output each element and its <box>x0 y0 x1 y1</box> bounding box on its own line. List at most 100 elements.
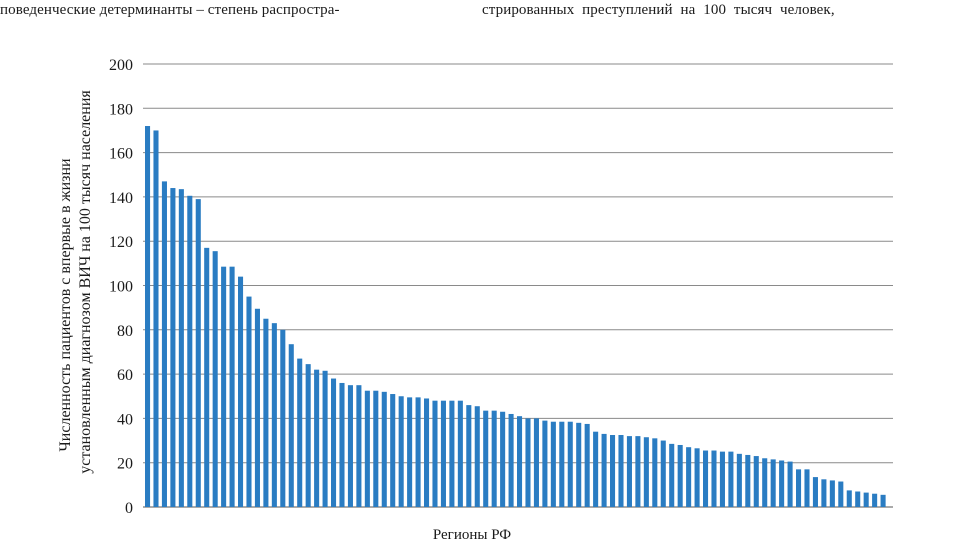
bar <box>415 397 421 507</box>
bar <box>517 416 523 507</box>
bar <box>567 421 573 507</box>
bar <box>643 437 649 507</box>
bar <box>762 458 768 507</box>
bar <box>238 276 244 507</box>
bar <box>550 421 556 507</box>
bar <box>711 450 717 507</box>
bar <box>491 410 497 507</box>
bar <box>424 398 430 507</box>
y-tick-label: 140 <box>109 190 133 207</box>
bar <box>677 444 683 507</box>
bar <box>246 296 252 507</box>
bar <box>229 266 235 507</box>
bar <box>745 454 751 507</box>
bar <box>314 369 320 507</box>
bar <box>373 390 379 507</box>
bar <box>212 251 218 507</box>
bar <box>846 490 852 507</box>
bar <box>466 405 472 507</box>
bar <box>474 406 480 507</box>
bar <box>500 411 506 507</box>
bar <box>525 418 531 507</box>
bar <box>432 400 438 507</box>
bar <box>305 364 311 507</box>
bar <box>694 448 700 507</box>
bars <box>145 126 886 508</box>
bar <box>559 421 565 507</box>
bar <box>221 266 227 507</box>
bar <box>297 358 303 507</box>
bar <box>187 195 193 508</box>
bar <box>728 451 734 508</box>
bar <box>170 188 176 508</box>
y-tick-labels: 0 20 40 60 80 100 120 140 160 180 200 <box>109 57 133 517</box>
bar <box>195 199 201 507</box>
bar <box>618 435 624 507</box>
y-tick-label: 100 <box>109 279 133 296</box>
bar <box>584 423 590 507</box>
bar <box>863 492 869 507</box>
bar <box>508 413 514 507</box>
bar <box>398 396 404 507</box>
bar <box>576 422 582 507</box>
header-text-left: поведенческие детерминанты – степень рас… <box>0 2 340 18</box>
bar <box>347 385 353 507</box>
bar <box>753 456 759 507</box>
bar <box>364 390 370 507</box>
bar <box>390 394 396 507</box>
bar <box>610 435 616 507</box>
y-axis-label-line-1: Численность пациентов с впервые в жизни <box>57 158 74 452</box>
bar <box>872 493 878 507</box>
y-tick-label: 180 <box>109 101 133 118</box>
bar <box>204 247 210 507</box>
bar <box>331 378 337 507</box>
bar <box>254 308 260 507</box>
bar <box>669 443 675 507</box>
bar <box>635 436 641 507</box>
bar <box>483 410 489 507</box>
bar <box>178 189 184 507</box>
bar <box>533 418 539 507</box>
bar <box>821 479 827 507</box>
y-tick-label: 0 <box>125 500 133 517</box>
y-tick-label: 20 <box>117 456 133 473</box>
bar <box>356 385 362 507</box>
bar <box>770 459 776 507</box>
y-tick-label: 160 <box>109 146 133 163</box>
bar <box>855 491 861 507</box>
bar <box>449 400 455 507</box>
bar <box>407 397 413 507</box>
y-tick-label: 60 <box>117 367 133 384</box>
bar <box>787 461 793 507</box>
bar <box>660 440 666 507</box>
bar <box>161 181 167 507</box>
bar <box>457 400 463 507</box>
y-tick-label: 120 <box>109 234 133 251</box>
bar <box>339 382 345 507</box>
bar <box>593 431 599 507</box>
bar <box>626 436 632 507</box>
bar <box>153 130 159 507</box>
x-axis-label: Регионы РФ <box>433 527 511 543</box>
bar <box>263 318 269 507</box>
header-text-right: стрированных преступлений на 100 тысяч ч… <box>482 2 835 18</box>
bar <box>719 451 725 508</box>
bar <box>736 453 742 507</box>
bar <box>288 344 294 507</box>
y-tick-label: 40 <box>117 411 133 428</box>
bar <box>652 438 658 507</box>
bar <box>542 420 548 507</box>
bar <box>779 460 785 507</box>
bar <box>280 329 286 507</box>
bar <box>686 447 692 507</box>
bar <box>440 400 446 507</box>
y-tick-label: 200 <box>109 57 133 74</box>
y-tick-label: 80 <box>117 323 133 340</box>
bar <box>703 450 709 507</box>
bar <box>812 477 818 507</box>
bar <box>880 494 886 507</box>
bar <box>322 370 328 507</box>
bar <box>381 391 387 507</box>
bar <box>829 480 835 507</box>
bar <box>271 323 277 507</box>
